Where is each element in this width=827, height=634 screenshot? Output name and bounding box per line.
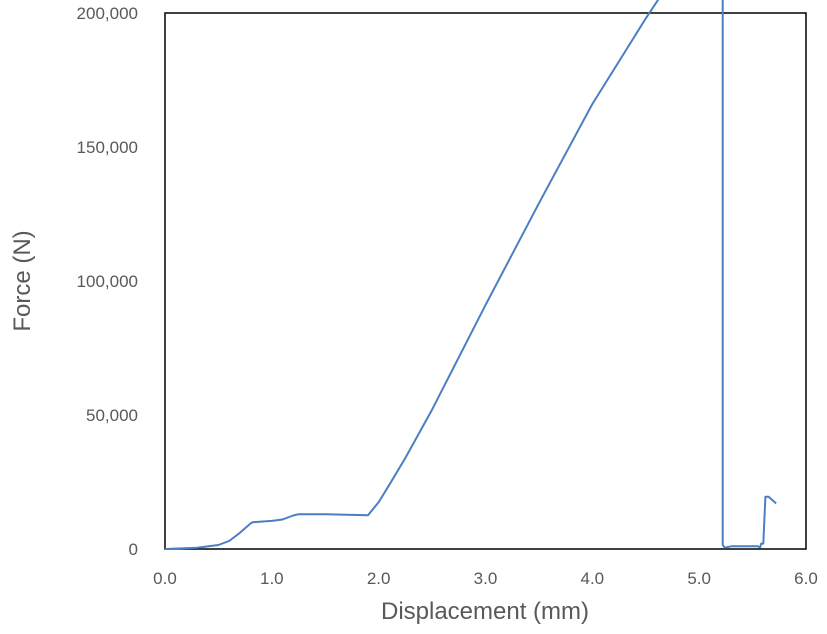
y-tick-label: 200,000 [77, 4, 138, 23]
x-axis-title: Displacement (mm) [381, 598, 589, 625]
x-tick-labels: 0.0 1.0 2.0 3.0 4.0 5.0 6.0 [153, 569, 818, 588]
x-tick-label: 2.0 [367, 569, 391, 588]
y-tick-label: 0 [129, 540, 138, 559]
y-axis-title: Force (N) [9, 230, 36, 331]
force-curve-line [164, 0, 777, 550]
y-tick-label: 50,000 [86, 406, 138, 425]
x-tick-label: 1.0 [260, 569, 284, 588]
y-tick-labels: 0 50,000 100,000 150,000 200,000 [77, 4, 138, 559]
y-tick-label: 100,000 [77, 272, 138, 291]
plot-frame [164, 12, 807, 550]
y-tick-label: 150,000 [77, 138, 138, 157]
x-tick-label: 0.0 [153, 569, 177, 588]
x-tick-label: 4.0 [581, 569, 605, 588]
x-tick-label: 5.0 [687, 569, 711, 588]
x-tick-label: 6.0 [794, 569, 818, 588]
x-tick-label: 3.0 [474, 569, 498, 588]
